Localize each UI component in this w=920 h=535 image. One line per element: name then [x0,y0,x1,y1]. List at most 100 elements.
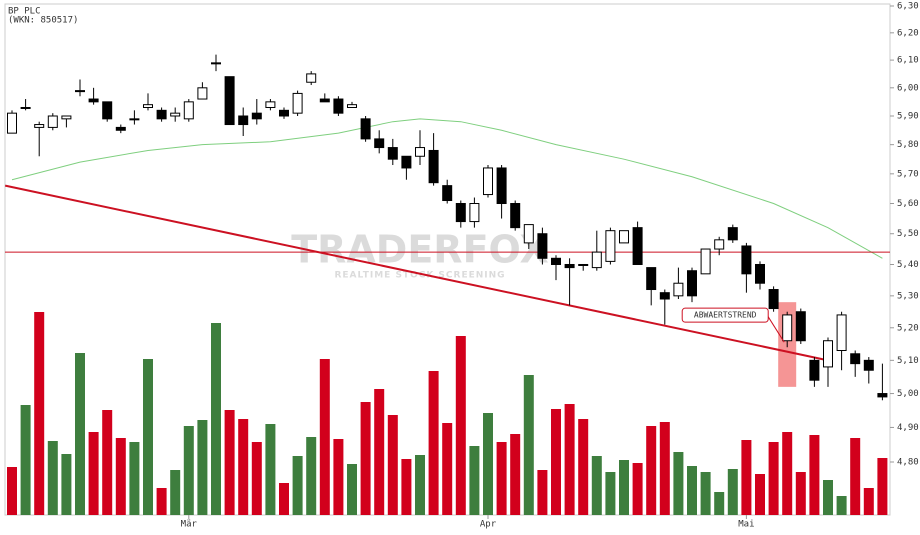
candle-body [714,239,725,250]
volume-bar [863,488,874,515]
volume-bar [442,423,453,515]
volume-bar [646,426,657,515]
y-tick-label: 5,20 [897,323,919,333]
chart-title: BP PLC [8,7,41,17]
volume-bar [61,454,72,515]
volume-bar [782,432,793,515]
candle-body [591,251,602,269]
volume-bar [809,435,820,515]
y-tick-label: 6,20 [897,28,919,38]
volume-bar [47,441,58,515]
candle-body [170,112,181,117]
candle-body [809,359,820,381]
volume-bar [795,472,806,515]
volume-bar [292,456,303,515]
volume-bar [211,323,221,515]
volume-bar [455,336,466,515]
volume-bar [714,492,725,515]
candle-body [197,87,208,100]
candle-body [75,90,85,93]
candle-body [211,62,221,65]
y-tick-label: 6,00 [897,83,919,93]
candle-body [455,203,466,223]
y-tick-label: 5,90 [897,111,919,121]
candle-body [374,138,385,149]
volume-bar [115,438,126,515]
candle-body [306,73,317,83]
candle-body [659,292,670,300]
candle-body [523,224,534,244]
volume-bar [238,419,249,515]
candle-body [333,98,344,114]
candle-body [387,147,398,160]
volume-bar [428,371,439,515]
volume-bar [755,474,765,515]
candle-body [7,112,17,134]
candle-body [442,185,453,202]
chart-subtitle: (WKN: 850517) [8,16,78,26]
trendline [4,184,829,362]
volume-bar [7,467,17,515]
volume-bar [374,389,385,515]
y-tick-label: 6,30 [897,2,919,12]
candle-body [428,149,439,184]
candle-body [605,230,616,262]
candle-body [319,98,330,103]
candle-body [347,104,357,108]
candle-body [863,359,874,371]
volume-bar [197,420,208,515]
volume-bar [591,456,602,515]
volume-bar [578,419,589,515]
volume-bar [279,483,289,515]
candle-body [510,203,521,229]
candle-body [755,263,765,284]
volume-bar [523,375,534,515]
volume-bar [877,458,888,515]
watermark: TRADERFOX [291,228,549,272]
x-tick-label: Apr [480,520,497,530]
y-tick-label: 5,80 [897,140,919,150]
candle-body [88,98,99,103]
candle-body [401,155,412,169]
candle-body [673,282,684,297]
candle-body [619,230,629,244]
volume-bar [727,469,738,515]
moving-average [11,118,883,259]
y-tick-label: 5,10 [897,356,919,366]
candle-body [20,106,31,109]
volume-bar [251,442,262,515]
candle-body [741,245,752,275]
volume-bar [88,432,99,515]
candle-body [102,101,113,120]
volume-bar [306,437,317,515]
volume-bar [537,470,548,515]
candle-body [850,353,861,365]
candle-body [687,270,697,297]
volume-bar [75,353,85,515]
candle-body [156,109,167,120]
candle-body [34,124,45,128]
y-tick-label: 5,40 [897,260,919,270]
volume-bar [469,446,480,515]
volume-bar [483,413,493,515]
x-tick-label: Mär [181,520,198,530]
candle-body [564,263,575,269]
candle-body [823,340,833,368]
candle-body [795,311,806,342]
candle-body [61,115,72,120]
candle-body [415,147,425,157]
annotation-box [681,307,769,323]
volume-bar [387,415,398,515]
volume-bar [659,422,670,515]
candle-body [632,227,643,265]
volume-bar [823,480,833,515]
candle-body [265,101,276,108]
volume-bar [768,442,779,515]
candle-body [483,167,493,196]
volume-bar [224,410,235,515]
volume-bar [170,470,181,515]
candle-body [469,203,480,223]
volume-bar [102,410,113,515]
y-tick-label: 4,90 [897,423,919,433]
